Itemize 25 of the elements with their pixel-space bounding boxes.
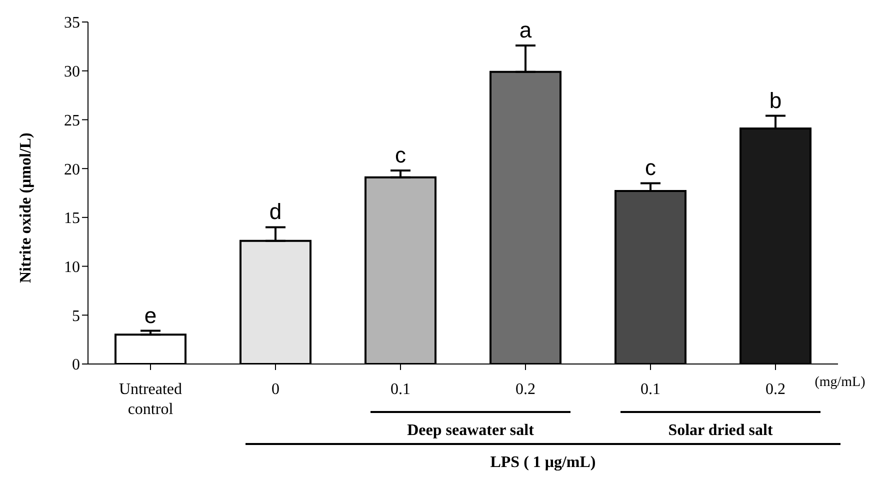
text: LPS ( 1 μg/mL) (490, 454, 596, 471)
y-tick-label: 15 (64, 210, 80, 228)
y-tick-label: 20 (64, 161, 80, 178)
annotation: b (769, 88, 782, 113)
annotation: c (645, 155, 656, 180)
y-axis-title: Nitrite oxide (μmol/L) (18, 132, 35, 283)
x-tick-label: Untreated control (118, 381, 182, 418)
annotation: c (395, 142, 406, 168)
y-tick-label: 0 (72, 356, 80, 374)
y-tick-label: 25 (64, 112, 80, 130)
annotation: d (269, 199, 282, 224)
x-tick-label: 0.2 (516, 381, 536, 398)
x-tick-label: 0.2 (766, 381, 786, 398)
x-tick-label: 0.1 (390, 381, 410, 398)
text: (mg/mL) (814, 375, 866, 390)
x-tick-label: 0.1 (640, 381, 660, 398)
annotation: a (519, 17, 532, 42)
y-tick-label: 5 (72, 308, 80, 325)
x-tick-label: 0 (272, 381, 280, 398)
text: Solar dried salt (668, 422, 774, 439)
y-tick-label: 30 (64, 64, 80, 81)
text: Deep seawater salt (407, 422, 535, 439)
y-tick-label: 10 (64, 258, 80, 276)
y-tick-label: 35 (64, 14, 80, 32)
annotation: e (144, 302, 157, 328)
